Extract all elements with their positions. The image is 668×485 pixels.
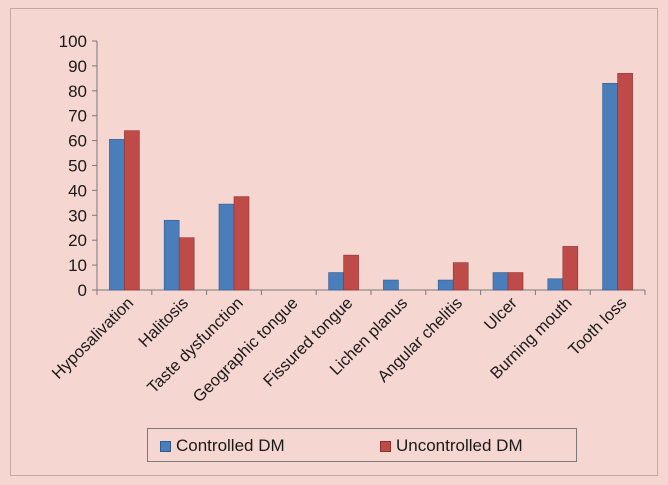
x-category-label: Halitosis — [135, 294, 192, 351]
x-category-label: Taste dysfunction — [144, 294, 247, 397]
bar-uncontrolled — [178, 237, 195, 291]
bar-controlled — [437, 279, 454, 291]
y-tick-label: 40 — [68, 181, 87, 200]
legend-swatch-uncontrolled — [380, 440, 391, 452]
bar-uncontrolled — [507, 272, 524, 291]
bar-uncontrolled — [617, 73, 633, 291]
chart-frame — [10, 8, 658, 476]
y-tick-label: 60 — [68, 132, 87, 151]
x-category-label: Hyposalivation — [49, 294, 138, 383]
y-tick-label: 80 — [68, 82, 87, 101]
y-axis-ticks: 0 10 20 30 40 50 60 70 80 90 100 — [59, 32, 97, 300]
bar-controlled — [492, 272, 509, 291]
bar-uncontrolled — [452, 262, 469, 291]
legend-label-uncontrolled: Uncontrolled DM — [396, 436, 523, 455]
legend-label-controlled: Controlled DM — [176, 436, 285, 455]
legend-item-uncontrolled: Uncontrolled DM — [380, 436, 523, 456]
bar-uncontrolled — [562, 246, 579, 291]
bar-uncontrolled — [343, 254, 359, 291]
y-tick-label: 10 — [68, 256, 87, 275]
legend-item-controlled: Controlled DM — [160, 436, 285, 456]
y-tick-label: 90 — [68, 57, 87, 76]
bar-controlled — [328, 272, 344, 291]
bar-controlled — [218, 203, 235, 291]
legend-swatch-controlled — [160, 440, 171, 452]
y-tick-label: 100 — [59, 32, 87, 51]
bar-uncontrolled — [233, 196, 250, 291]
bars — [109, 73, 633, 291]
x-category-label: Ulcer — [481, 294, 521, 334]
bar-controlled — [547, 278, 564, 291]
bar-controlled — [163, 219, 180, 291]
bar-uncontrolled — [124, 130, 140, 291]
y-tick-label: 20 — [68, 231, 87, 250]
x-category-label: Tooth loss — [565, 294, 630, 359]
y-tick-label: 30 — [68, 206, 87, 225]
y-tick-label: 70 — [68, 107, 87, 126]
bar-controlled — [602, 83, 618, 291]
legend: Controlled DM Uncontrolled DM — [147, 428, 577, 462]
x-category-label: Geographic tongue — [190, 294, 302, 406]
bar-controlled — [383, 279, 399, 291]
bar-controlled — [109, 139, 125, 291]
y-tick-label: 0 — [78, 281, 87, 300]
y-tick-label: 50 — [68, 157, 87, 176]
